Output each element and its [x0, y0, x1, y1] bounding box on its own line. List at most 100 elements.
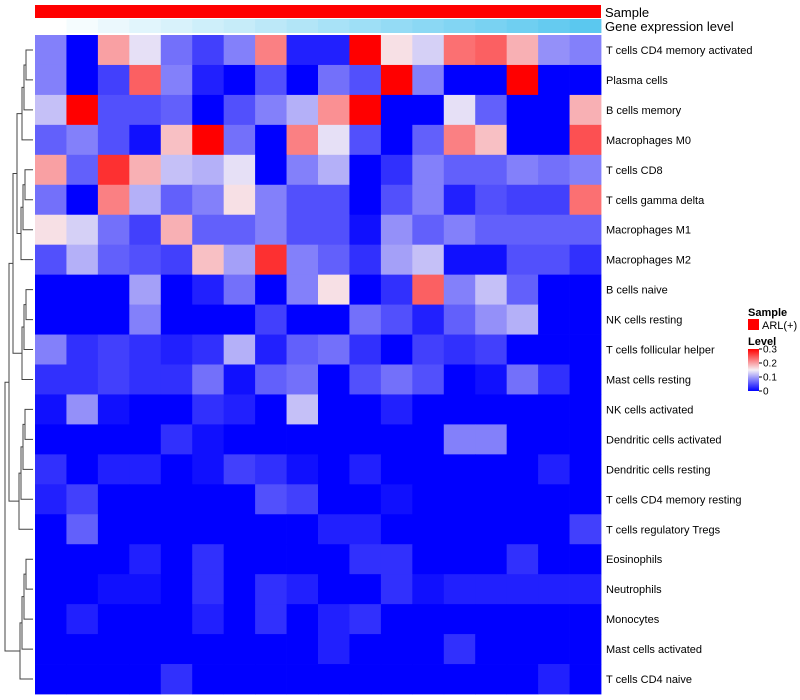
heatmap-cell — [192, 244, 225, 276]
heatmap-cell — [380, 94, 413, 126]
sample-annotation-label: Sample — [605, 5, 649, 20]
row-label: T cells CD4 memory activated — [606, 45, 753, 57]
heatmap-cell — [35, 64, 67, 96]
heatmap-cell — [160, 64, 193, 96]
heatmap-cell — [66, 304, 99, 335]
heatmap-cell — [223, 214, 256, 246]
dendrogram-link — [25, 289, 33, 321]
heatmap-cell — [223, 634, 256, 665]
heatmap-cell — [443, 604, 476, 635]
dendrogram-link — [25, 558, 33, 590]
heatmap-cell — [97, 64, 130, 96]
heatmap-cell — [475, 514, 508, 545]
heatmap-cell — [97, 424, 130, 455]
heatmap-cell — [318, 454, 350, 485]
heatmap-cell — [443, 184, 476, 216]
heatmap-cell — [538, 304, 570, 335]
heatmap-cell — [538, 454, 570, 485]
heatmap-cell — [97, 364, 130, 395]
gene-expression-cell — [538, 19, 570, 33]
heatmap-cell — [255, 514, 287, 545]
heatmap-cell — [66, 364, 99, 395]
heatmap-cell — [160, 214, 193, 246]
legend: Sample ARL(+) Level 0.3 0.2 0.1 0 — [748, 307, 797, 398]
heatmap-cell — [35, 244, 67, 276]
heatmap-cell — [538, 514, 570, 545]
heatmap-cell — [318, 394, 350, 425]
heatmap-cell — [506, 424, 539, 455]
heatmap-cell — [349, 514, 382, 545]
legend-sample-title: Sample — [748, 307, 787, 319]
heatmap-cell — [35, 124, 67, 156]
legend-tick-label: 0 — [763, 387, 769, 398]
heatmap-cell — [349, 35, 382, 66]
heatmap-cell — [506, 214, 539, 246]
heatmap-cell — [223, 514, 256, 545]
dendrogram-link — [23, 304, 33, 351]
heatmap-cell — [569, 124, 602, 156]
heatmap-cell — [223, 574, 256, 605]
heatmap-cell — [412, 35, 445, 66]
heatmap-cell — [286, 214, 319, 246]
heatmap-cell — [380, 424, 413, 455]
heatmap-cell — [255, 274, 287, 305]
heatmap-cell — [349, 94, 382, 126]
heatmap-cells — [35, 35, 602, 695]
dendrogram-link — [25, 49, 33, 81]
heatmap-cell — [475, 214, 508, 246]
heatmap-cell — [475, 64, 508, 96]
dendrogram-link — [4, 381, 20, 652]
heatmap-cell — [318, 334, 350, 365]
heatmap-cell — [569, 394, 602, 425]
heatmap-cell — [286, 64, 319, 96]
heatmap-cell — [443, 334, 476, 365]
heatmap-cell — [66, 484, 99, 515]
heatmap-cell — [318, 634, 350, 665]
heatmap-cell — [475, 154, 508, 186]
heatmap-cell — [349, 484, 382, 515]
heatmap-cell — [380, 574, 413, 605]
heatmap-cell — [97, 664, 130, 695]
gene-expression-annotation-bar — [35, 19, 602, 33]
heatmap-cell — [349, 274, 382, 305]
heatmap-cell — [255, 214, 287, 246]
heatmap-cell — [569, 304, 602, 335]
heatmap-cell — [160, 184, 193, 216]
heatmap-cell — [506, 94, 539, 126]
gene-expression-cell — [506, 19, 539, 33]
heatmap-cell — [192, 184, 225, 216]
heatmap-cell — [97, 454, 130, 485]
heatmap-cell — [475, 484, 508, 515]
heatmap-cell — [255, 154, 287, 186]
heatmap-cell — [35, 94, 67, 126]
heatmap-cell — [255, 574, 287, 605]
heatmap-cell — [192, 664, 225, 695]
heatmap-cell — [192, 94, 225, 126]
heatmap-cell — [475, 35, 508, 66]
heatmap-cell — [286, 514, 319, 545]
heatmap-cell — [443, 664, 476, 695]
heatmap-cell — [97, 394, 130, 425]
legend-tick-label: 0.1 — [763, 373, 777, 384]
heatmap-cell — [255, 94, 287, 126]
gene-expression-annotation-label: Gene expression level — [605, 19, 734, 34]
heatmap-cell — [160, 574, 193, 605]
heatmap-cell — [380, 64, 413, 96]
heatmap-cell — [412, 334, 445, 365]
heatmap-cell — [160, 364, 193, 395]
heatmap-cell — [475, 664, 508, 695]
heatmap-cell — [569, 94, 602, 126]
heatmap-cell — [318, 214, 350, 246]
heatmap-cell — [286, 424, 319, 455]
heatmap-cell — [412, 484, 445, 515]
heatmap-cell — [192, 274, 225, 305]
heatmap-cell — [475, 394, 508, 425]
heatmap-cell — [35, 484, 67, 515]
heatmap-cell — [255, 64, 287, 96]
heatmap-cell — [349, 364, 382, 395]
heatmap-cell — [349, 334, 382, 365]
row-label: NK cells resting — [606, 315, 682, 327]
heatmap-cell — [66, 184, 99, 216]
heatmap-cell — [412, 454, 445, 485]
dendrogram-link — [23, 64, 33, 111]
